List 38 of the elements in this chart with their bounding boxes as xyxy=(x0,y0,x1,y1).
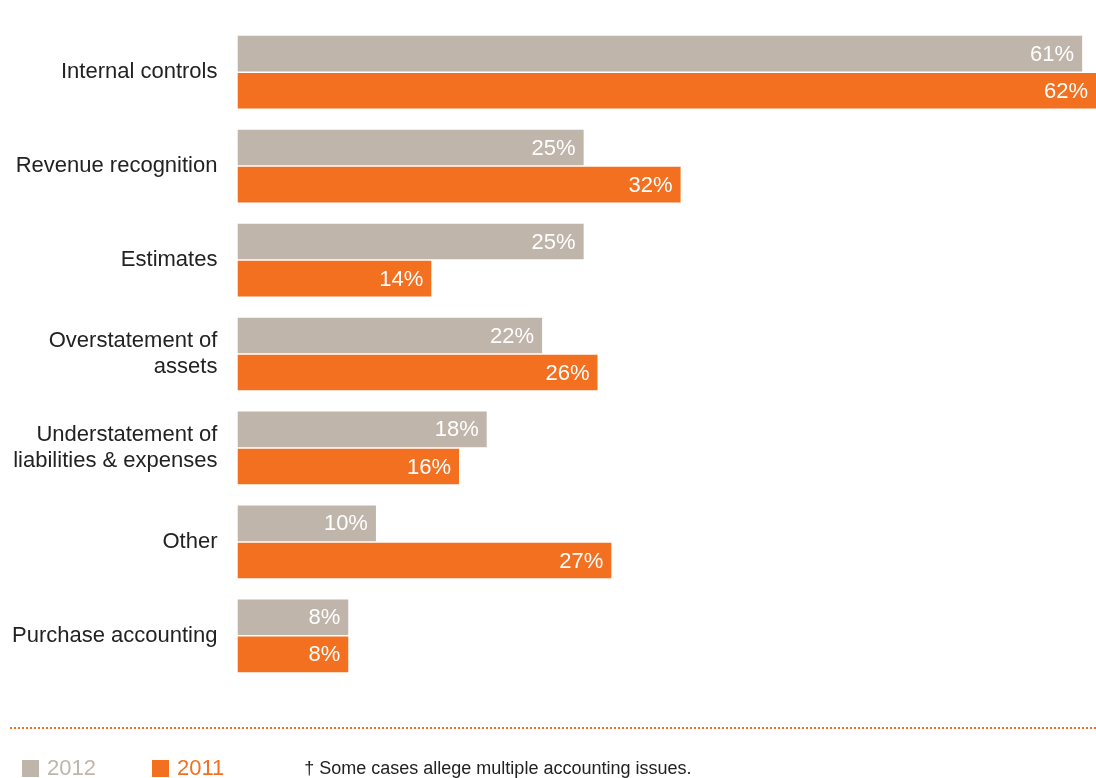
data-label: 27% xyxy=(559,547,604,573)
bar xyxy=(237,636,349,673)
y-tick-label: Internal controls xyxy=(60,58,218,84)
data-label: 8% xyxy=(308,604,341,630)
bar xyxy=(237,505,376,542)
bar xyxy=(237,599,349,636)
bar xyxy=(237,35,1083,72)
bar xyxy=(237,411,487,448)
bar xyxy=(237,448,460,485)
data-label: 14% xyxy=(379,265,424,291)
y-tick-label: Revenue recognition xyxy=(15,152,218,178)
data-label: 62% xyxy=(1043,77,1088,103)
y-tick-label: Purchase accounting xyxy=(12,621,218,647)
text: † Some cases allege multiple accounting issues. xyxy=(304,757,692,778)
y-tick-label: Overstatement of assets xyxy=(48,326,219,379)
y-tick-label: Estimates xyxy=(120,246,218,272)
bar xyxy=(237,223,584,260)
bar xyxy=(237,129,584,166)
bar xyxy=(237,166,681,203)
data-label: 18% xyxy=(434,416,479,442)
data-label: 25% xyxy=(531,228,576,254)
bar xyxy=(237,354,598,391)
data-label: 32% xyxy=(628,171,673,197)
data-label: 10% xyxy=(323,510,368,536)
data-label: 25% xyxy=(531,134,576,160)
data-label: 22% xyxy=(490,322,535,348)
legend-label: 2011 xyxy=(176,755,225,778)
bar xyxy=(237,260,432,297)
data-label: 26% xyxy=(545,359,590,385)
bar xyxy=(237,72,1096,109)
bar xyxy=(237,317,543,354)
data-label: 16% xyxy=(406,453,452,479)
y-tick-label: Other xyxy=(162,527,218,553)
legend-label: 2012 xyxy=(47,755,96,778)
bar xyxy=(237,542,612,579)
data-label: 61% xyxy=(1030,40,1075,66)
data-label: 8% xyxy=(308,641,341,667)
y-tick-label: Understatement of liabilities & expenses xyxy=(13,420,219,473)
